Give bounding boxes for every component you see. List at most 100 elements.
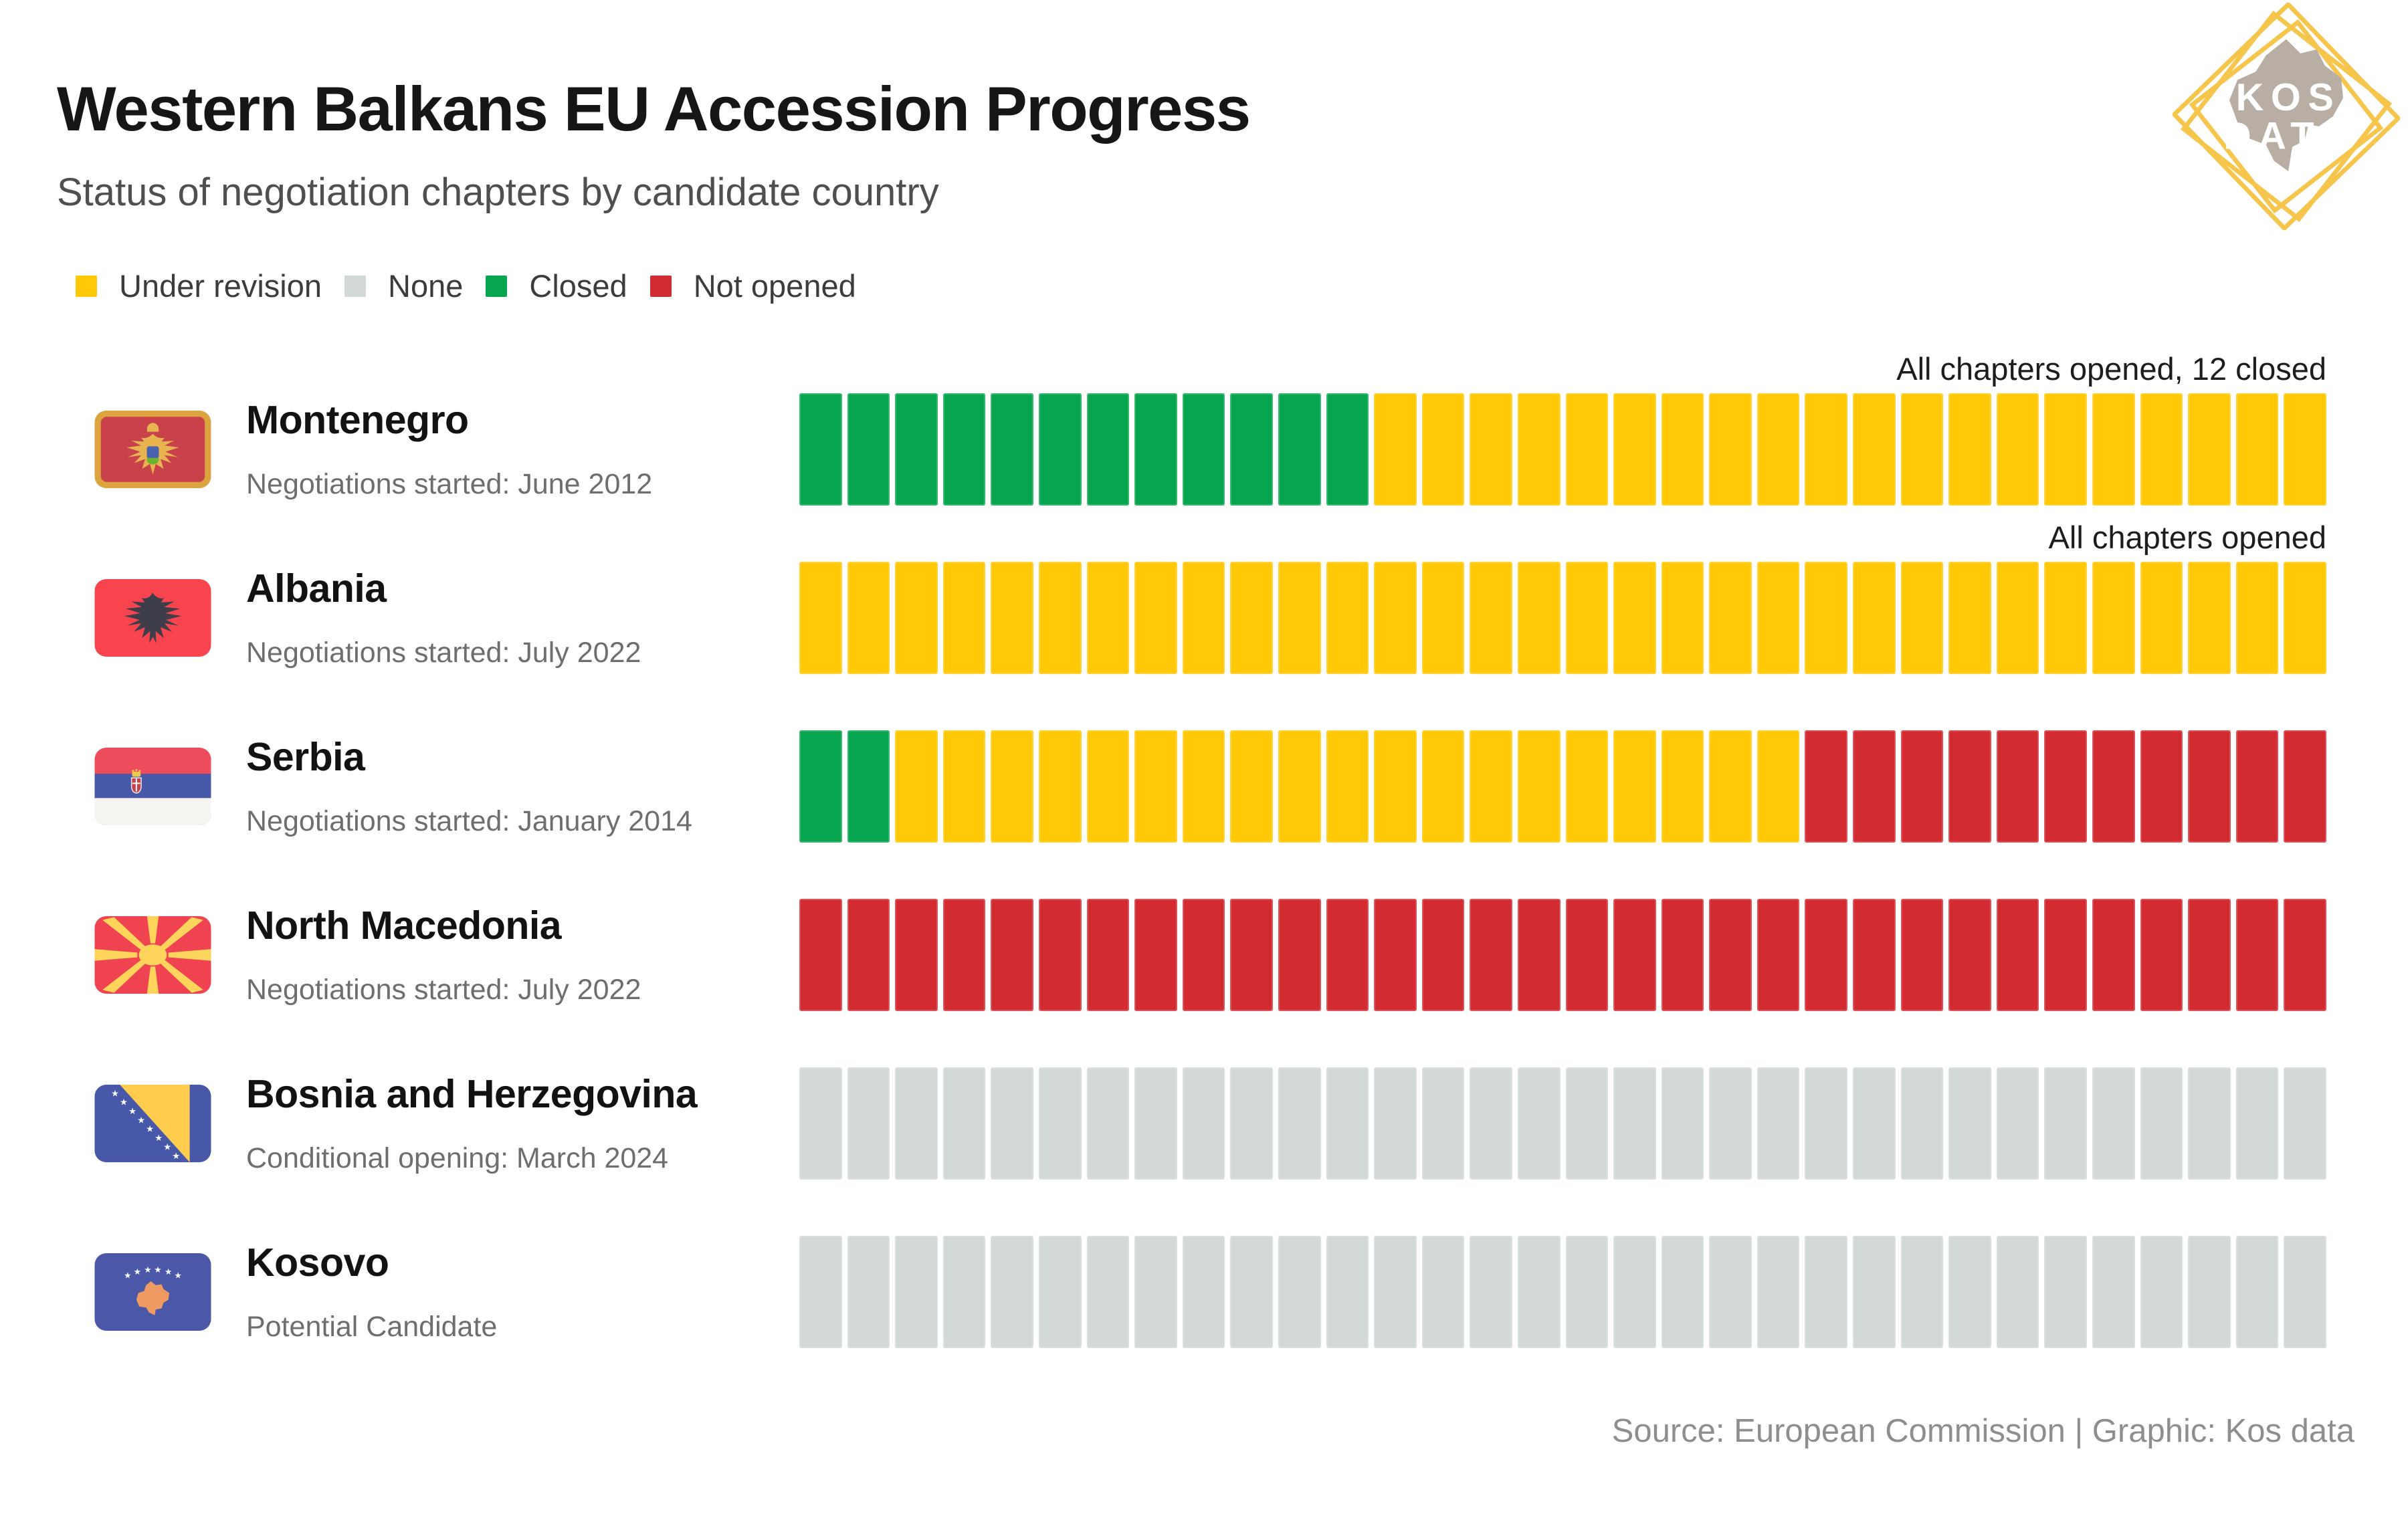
chapter-cell-closed: [1182, 393, 1225, 506]
chapter-bar-albania: [799, 562, 2326, 674]
chapter-cell-none: [991, 1236, 1033, 1348]
chapter-cell-under_revision: [1038, 562, 1082, 674]
legend-item-under_revision: Under revision: [76, 267, 322, 304]
chapter-cell-under_revision: [1948, 393, 1991, 506]
chapter-cell-under_revision: [1374, 730, 1417, 843]
chapter-cell-none: [1230, 1236, 1273, 1348]
svg-text:★: ★: [111, 1089, 119, 1099]
chapter-cell-under_revision: [1470, 562, 1512, 674]
chapter-cell-not_opened: [1374, 899, 1417, 1011]
chapter-cell-none: [991, 1067, 1033, 1180]
chapter-cell-none: [2092, 1236, 2135, 1348]
chapter-cell-under_revision: [942, 730, 986, 843]
chapter-cell-none: [1374, 1236, 1417, 1348]
chapter-cell-none: [942, 1067, 986, 1180]
chapter-cell-not_opened: [1278, 899, 1321, 1011]
chapter-cell-under_revision: [1134, 562, 1177, 674]
chapter-cell-not_opened: [1661, 899, 1704, 1011]
chapter-cell-not_opened: [1805, 899, 1848, 1011]
svg-text:★: ★: [154, 1265, 161, 1275]
chapter-cell-under_revision: [847, 562, 890, 674]
chapter-cell-none: [1086, 1236, 1130, 1348]
country-name-kosovo: Kosovo: [246, 1240, 389, 1285]
chapter-cell-none: [1182, 1236, 1225, 1348]
chapter-cell-none: [1757, 1067, 1800, 1180]
chapter-cell-under_revision: [1086, 730, 1130, 843]
chapter-cell-under_revision: [1517, 393, 1561, 506]
chapter-cell-none: [1757, 1236, 1800, 1348]
chapter-cell-none: [2284, 1067, 2326, 1180]
chapter-cell-closed: [799, 393, 842, 506]
chapter-cell-not_opened: [799, 899, 842, 1011]
chapter-cell-under_revision: [1661, 393, 1704, 506]
chapter-cell-none: [2188, 1236, 2231, 1348]
chapter-cell-none: [1517, 1236, 1561, 1348]
chapter-cell-under_revision: [1517, 562, 1561, 674]
svg-text:★: ★: [163, 1142, 171, 1152]
chapter-cell-not_opened: [1996, 730, 2039, 843]
flag-bosnia-and-herzegovina-icon: ★ ★ ★ ★ ★ ★ ★ ★: [94, 1085, 211, 1162]
source-credit: Source: European Commission | Graphic: K…: [1611, 1413, 2354, 1449]
country-note-montenegro: Negotiations started: June 2012: [246, 468, 653, 500]
legend-label: Under revision: [119, 268, 322, 304]
chapter-cell-under_revision: [2188, 562, 2231, 674]
chapter-cell-under_revision: [2140, 393, 2183, 506]
chapter-cell-not_opened: [1086, 899, 1130, 1011]
chapter-cell-under_revision: [1278, 562, 1321, 674]
country-note-bosnia-and-herzegovina: Conditional opening: March 2024: [246, 1142, 669, 1174]
flag-montenegro-icon: [94, 411, 211, 488]
chapter-cell-not_opened: [1134, 899, 1177, 1011]
chapter-cell-under_revision: [1853, 393, 1896, 506]
chapter-cell-none: [1134, 1067, 1177, 1180]
chapter-cell-under_revision: [2235, 562, 2279, 674]
chapter-cell-none: [1661, 1067, 1704, 1180]
country-row-albania: All chapters opened Albania Negotiations s…: [0, 520, 2408, 674]
chapter-cell-none: [1853, 1236, 1896, 1348]
chapter-cell-not_opened: [2140, 730, 2183, 843]
chapter-cell-none: [1421, 1236, 1465, 1348]
chapter-cell-not_opened: [1421, 899, 1465, 1011]
chapter-cell-under_revision: [991, 562, 1033, 674]
chapter-cell-none: [1086, 1067, 1130, 1180]
chapter-cell-under_revision: [1900, 393, 1944, 506]
chapter-cell-none: [1709, 1067, 1752, 1180]
flag-serbia-icon: [94, 748, 211, 825]
page-subtitle: Status of negotiation chapters by candid…: [57, 171, 939, 214]
chapter-cell-not_opened: [2188, 730, 2231, 843]
chapter-cell-none: [1278, 1236, 1321, 1348]
flag-north-macedonia-icon: [94, 916, 211, 994]
chapter-cell-closed: [991, 393, 1033, 506]
chapter-cell-under_revision: [2284, 562, 2326, 674]
chapter-cell-none: [2140, 1067, 2183, 1180]
chapter-cell-none: [1326, 1067, 1369, 1180]
country-row-kosovo: ★ ★ ★ ★ ★ ★ Kosovo Potential Candidate: [0, 1236, 2408, 1348]
legend-swatch-none: [344, 275, 367, 297]
chapter-cell-closed: [1134, 393, 1177, 506]
svg-text:★: ★: [155, 1133, 163, 1144]
chapter-cell-none: [2044, 1067, 2088, 1180]
chapter-cell-none: [1613, 1236, 1656, 1348]
chapter-cell-not_opened: [1805, 730, 1848, 843]
flag-kosovo-icon: ★ ★ ★ ★ ★ ★: [94, 1253, 211, 1331]
chapter-cell-under_revision: [799, 562, 842, 674]
chapter-cell-not_opened: [2044, 730, 2088, 843]
chapter-cell-under_revision: [1230, 562, 1273, 674]
chapter-cell-closed: [1326, 393, 1369, 506]
chapter-cell-none: [847, 1236, 890, 1348]
chapter-cell-under_revision: [1374, 562, 1417, 674]
country-name-albania: Albania: [246, 566, 387, 611]
legend-item-not_opened: Not opened: [649, 267, 856, 304]
chapter-cell-none: [1278, 1067, 1321, 1180]
chapter-cell-none: [895, 1067, 938, 1180]
chapter-cell-not_opened: [2092, 899, 2135, 1011]
country-note-north-macedonia: Negotiations started: July 2022: [246, 974, 641, 1006]
chapter-cell-none: [2284, 1236, 2326, 1348]
chapter-cell-under_revision: [1613, 393, 1656, 506]
chapter-cell-none: [799, 1236, 842, 1348]
flag-albania-icon: [94, 579, 211, 657]
chapter-cell-under_revision: [1470, 393, 1512, 506]
chapter-cell-under_revision: [1709, 562, 1752, 674]
country-name-bosnia-and-herzegovina: Bosnia and Herzegovina: [246, 1072, 698, 1116]
chapter-cell-not_opened: [2284, 899, 2326, 1011]
chapter-cell-not_opened: [1853, 730, 1896, 843]
